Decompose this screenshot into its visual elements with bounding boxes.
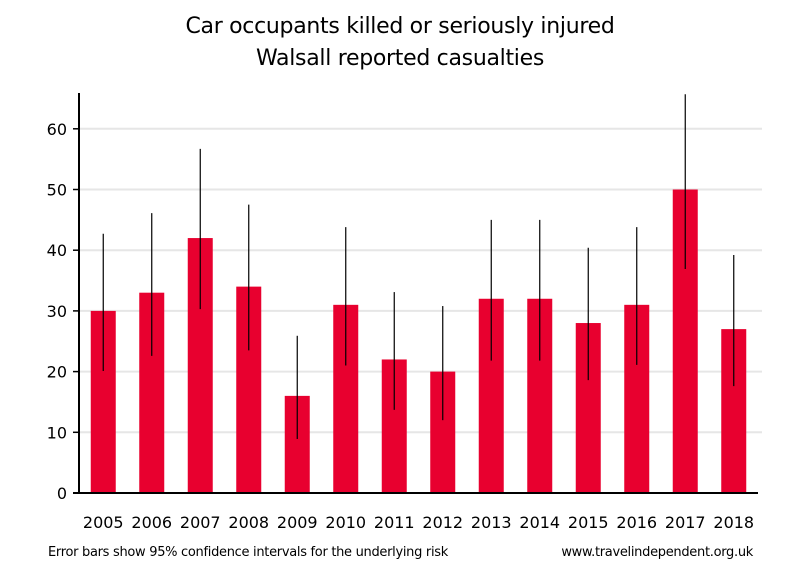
y-tick-label: 0 <box>57 484 67 503</box>
x-tick-label: 2013 <box>471 513 512 532</box>
chart-subtitle: Walsall reported casualties <box>256 46 544 71</box>
x-tick-label: 2018 <box>713 513 754 532</box>
y-tick-label: 40 <box>47 241 67 260</box>
x-tick-labels: 2005 2006 2007 2008 2009 2010 2011 2012 2013 2014… <box>83 513 754 532</box>
y-tick-label: 20 <box>47 363 67 382</box>
x-tick-label: 2012 <box>422 513 463 532</box>
x-tick-label: 2007 <box>180 513 221 532</box>
y-tick-label: 30 <box>47 302 67 321</box>
y-tick-label: 50 <box>47 181 67 200</box>
x-tick-label: 2010 <box>325 513 366 532</box>
source-credit: www.travelindependent.org.uk <box>561 545 753 560</box>
x-tick-label: 2016 <box>616 513 657 532</box>
x-tick-label: 2014 <box>519 513 560 532</box>
y-tick-label: 10 <box>47 423 67 442</box>
bars <box>90 189 747 493</box>
x-tick-label: 2017 <box>665 513 706 532</box>
x-tick-label: 2015 <box>568 513 609 532</box>
y-tick-labels: 0 10 20 30 40 50 60 <box>47 120 67 503</box>
x-tick-label: 2005 <box>83 513 124 532</box>
gridlines <box>79 127 762 434</box>
x-tick-label: 2011 <box>374 513 415 532</box>
x-tick-label: 2006 <box>131 513 172 532</box>
error-bars <box>102 94 735 439</box>
x-tick-label: 2009 <box>277 513 318 532</box>
footnote: Error bars show 95% confidence intervals… <box>48 545 448 560</box>
chart-title: Car occupants killed or seriously injure… <box>185 14 615 39</box>
axes <box>73 93 758 494</box>
y-tick-label: 60 <box>47 120 67 139</box>
x-tick-label: 2008 <box>228 513 269 532</box>
